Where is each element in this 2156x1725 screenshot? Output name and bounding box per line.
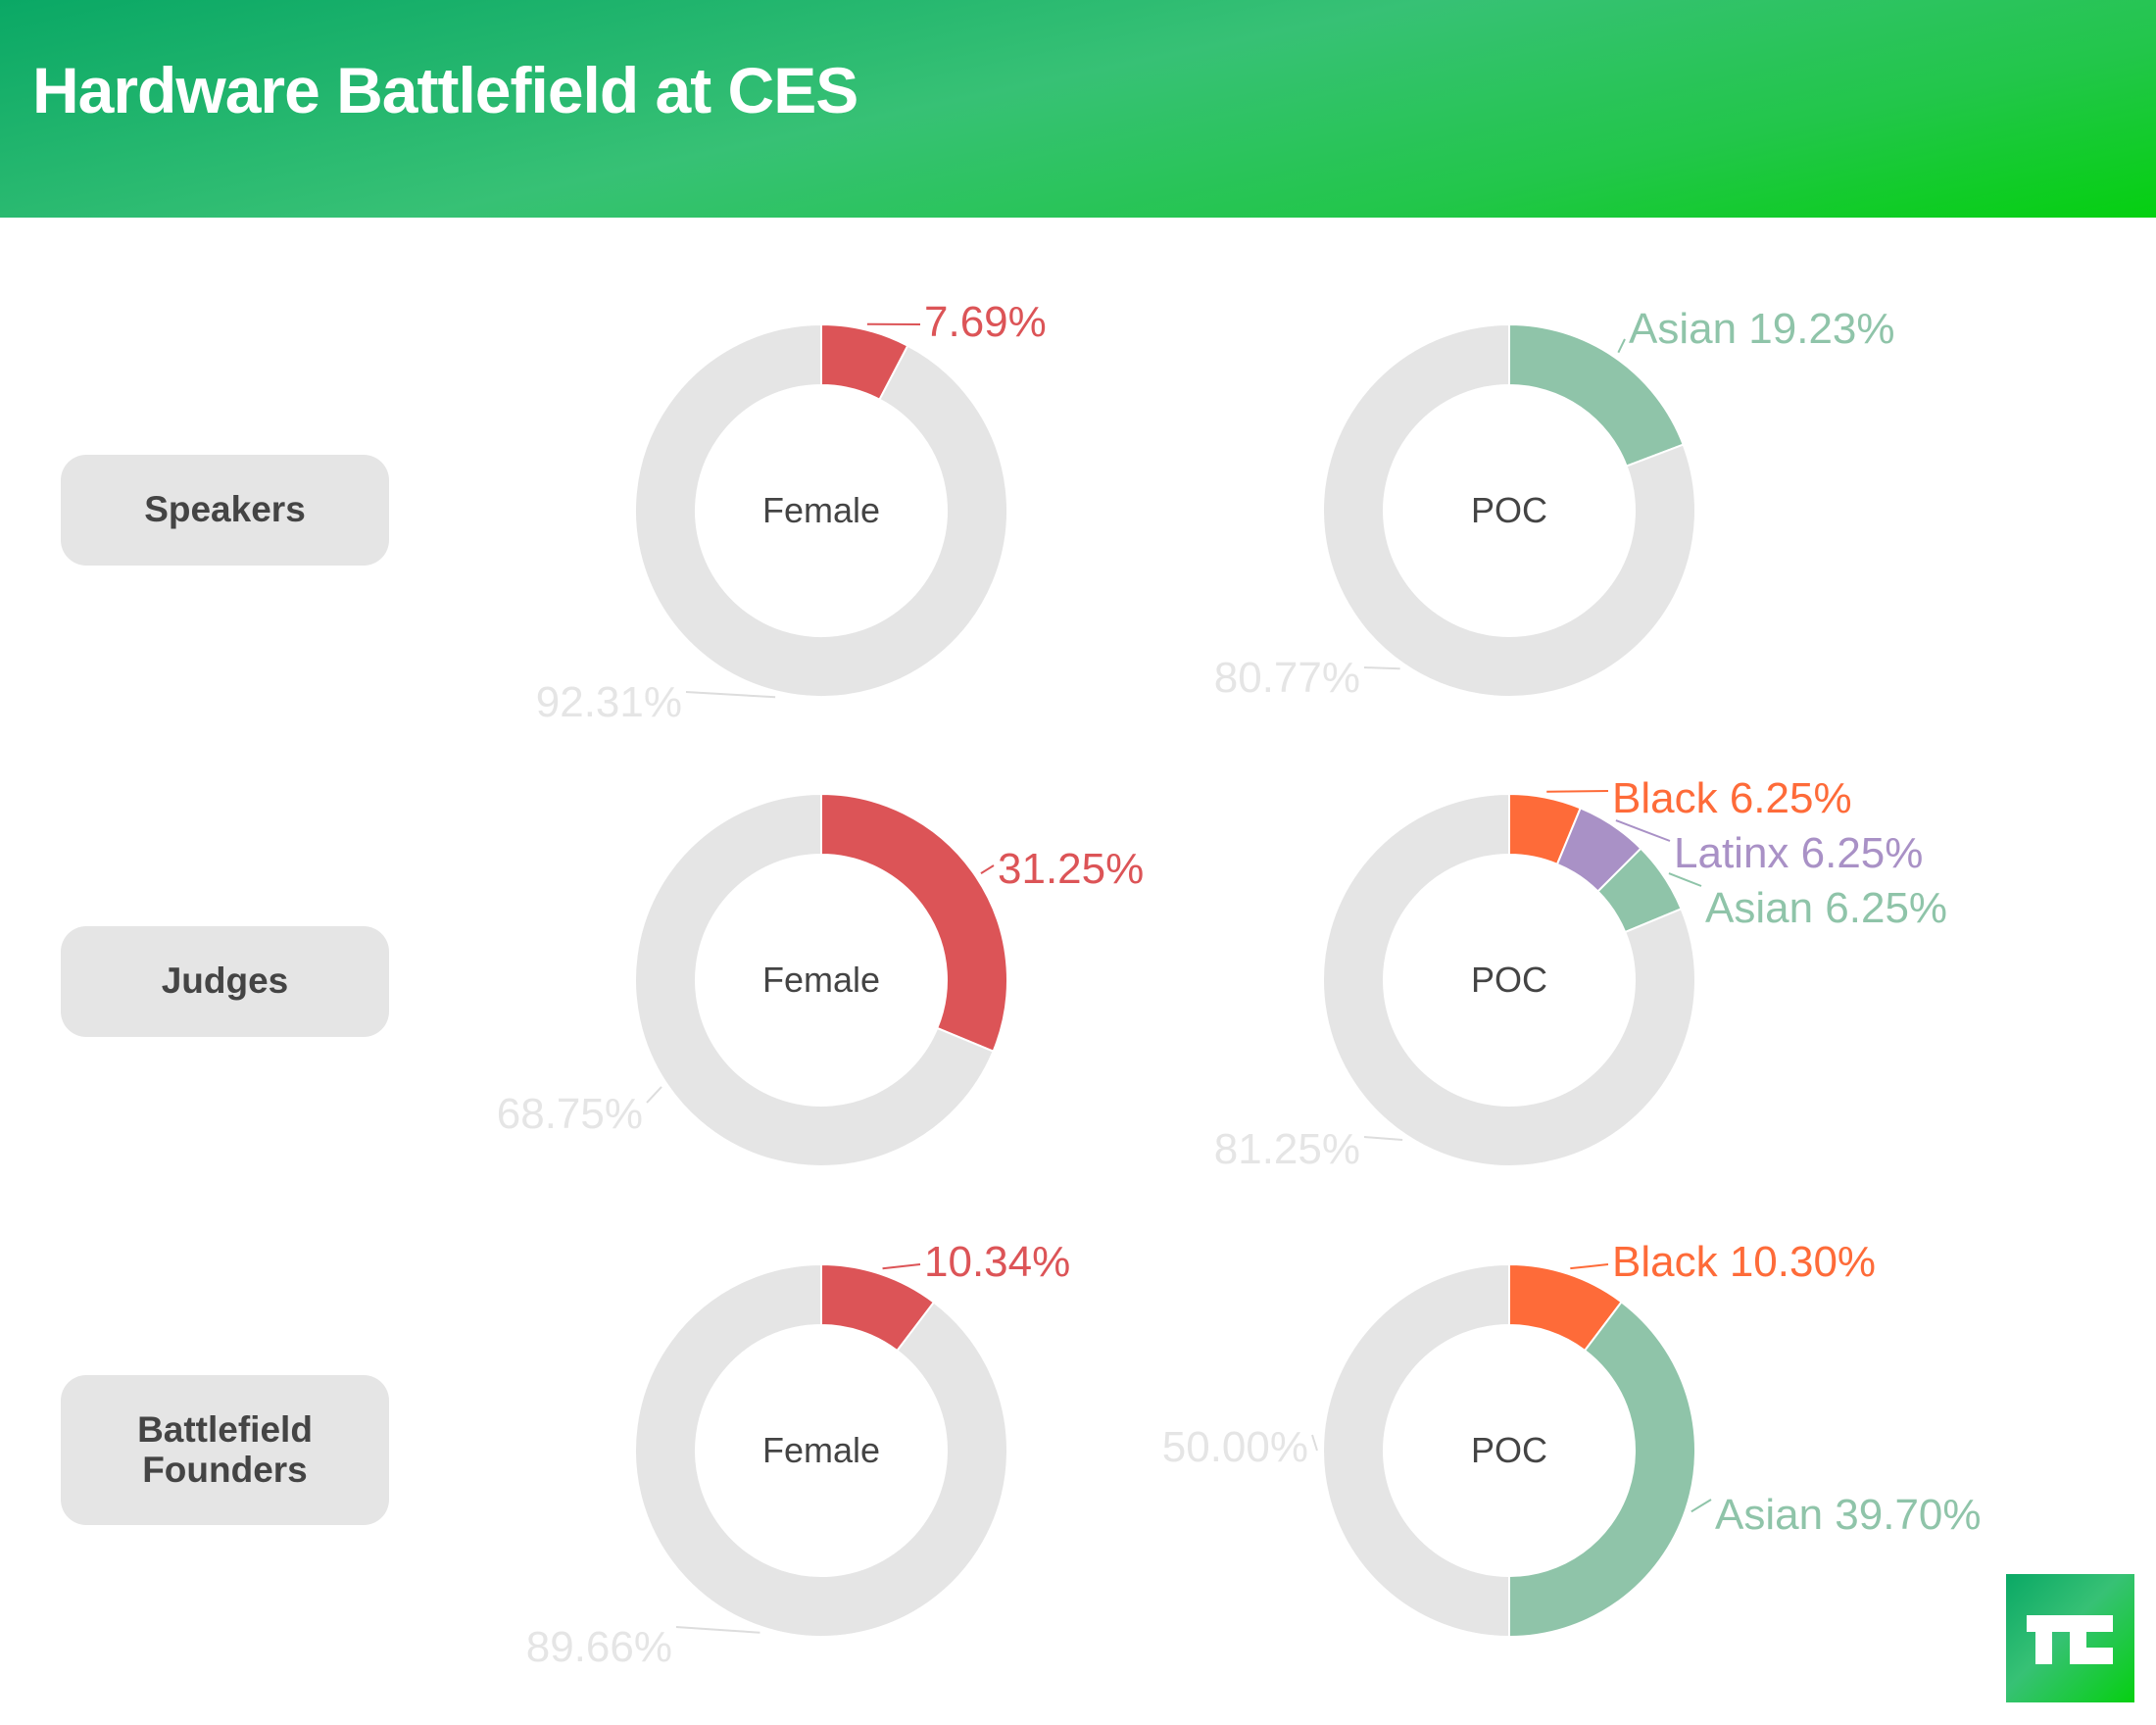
row-label-text: Judges	[161, 961, 289, 1002]
slice-label: 81.25%	[1214, 1125, 1360, 1173]
donut-chart-4: 10.34% 89.66% Female	[526, 1238, 1070, 1671]
row-label-battlefield-founders: Battlefield Founders	[61, 1375, 389, 1525]
slice-label: Latinx 6.25%	[1674, 829, 1923, 877]
donut-chart-5: Black 10.30% Asian 39.70% 50.00% POC	[1162, 1238, 1982, 1639]
slice-label: Black 10.30%	[1612, 1238, 1876, 1286]
donut-chart-0: 7.69% 92.31% Female	[536, 298, 1047, 726]
slice-other	[634, 1262, 1008, 1638]
row-label-text: Founders	[142, 1449, 308, 1490]
donut-chart-3: Black 6.25% Latinx 6.25% Asian 6.25% 81.25%…	[1214, 774, 1947, 1173]
leader-line	[675, 1626, 760, 1634]
slice-other	[1322, 1262, 1510, 1639]
leader-line	[685, 691, 776, 699]
page-title: Hardware Battlefield at CES	[32, 54, 858, 126]
slice-female	[820, 792, 1008, 1054]
slice-label: Asian 39.70%	[1715, 1491, 1982, 1539]
center-label: Female	[762, 960, 880, 1000]
leader-line	[1615, 819, 1671, 842]
slice-label: 68.75%	[497, 1090, 643, 1138]
row-label-judges: Judges	[61, 926, 389, 1037]
center-label: POC	[1471, 490, 1547, 530]
slice-label: 7.69%	[924, 298, 1047, 346]
leader-line	[646, 1086, 662, 1104]
slice-label: Asian 19.23%	[1629, 305, 1895, 353]
slice-label: Asian 6.25%	[1705, 884, 1947, 932]
leader-line	[1363, 1136, 1403, 1141]
header-banner: Hardware Battlefield at CES	[0, 0, 2156, 218]
slice-other	[633, 322, 1008, 698]
center-label: POC	[1471, 960, 1547, 1000]
center-label: POC	[1471, 1430, 1547, 1470]
leader-line	[1311, 1434, 1318, 1452]
leader-line	[980, 864, 995, 874]
leader-line	[1570, 1263, 1609, 1270]
slice-label: 80.77%	[1214, 654, 1360, 702]
leader-line	[1668, 872, 1702, 887]
leader-line	[1546, 790, 1609, 793]
donut-chart-1: Asian 19.23% 80.77% POC	[1214, 305, 1895, 702]
slice-other	[634, 792, 995, 1167]
row-label-text: Battlefield	[137, 1408, 313, 1450]
slice-label: 10.34%	[924, 1238, 1070, 1286]
slice-other	[1322, 322, 1696, 698]
slice-label: 31.25%	[998, 845, 1144, 893]
slice-asian	[1508, 1301, 1696, 1639]
center-label: Female	[762, 490, 880, 530]
row-label-speakers: Speakers	[61, 455, 389, 566]
row-label-text: Speakers	[144, 489, 306, 530]
leader-line	[1690, 1499, 1712, 1513]
slice-label: 89.66%	[526, 1623, 672, 1671]
leader-line	[882, 1263, 921, 1270]
slice-other	[1322, 792, 1696, 1167]
techcrunch-logo	[2006, 1574, 2134, 1702]
tc-logo-icon	[2027, 1615, 2113, 1664]
donut-chart-2: 31.25% 68.75% Female	[497, 792, 1144, 1167]
slice-label: Black 6.25%	[1612, 774, 1852, 822]
leader-line	[1617, 338, 1626, 354]
center-label: Female	[762, 1430, 880, 1470]
slice-label: 50.00%	[1162, 1423, 1308, 1471]
leader-line	[1363, 666, 1400, 670]
slice-label: 92.31%	[536, 678, 682, 726]
